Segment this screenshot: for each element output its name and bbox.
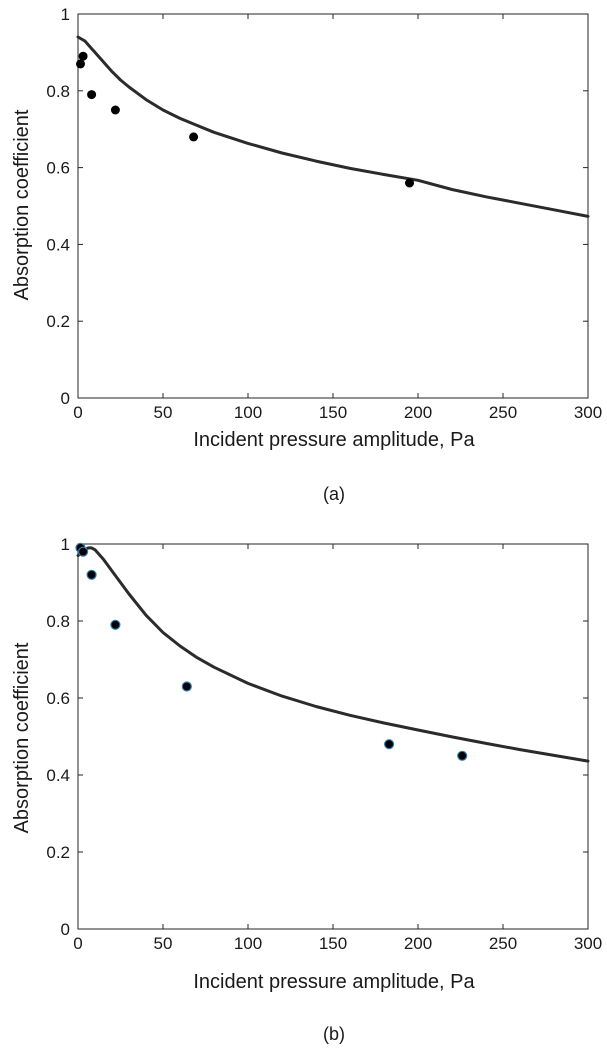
data-point-a-3 xyxy=(110,105,120,115)
x-tick-label-a-0: 0 xyxy=(73,403,82,422)
x-tick-label-b-5: 250 xyxy=(489,934,517,953)
x-axis-label-b: Incident pressure amplitude, Pa xyxy=(193,971,475,993)
x-tick-label-a-6: 300 xyxy=(574,403,602,422)
data-point-b-3 xyxy=(110,619,121,630)
caption-a: (a) xyxy=(323,484,345,504)
data-point-b-1 xyxy=(77,546,89,557)
x-tick-label-b-4: 200 xyxy=(404,934,432,953)
y-axis-label-b: Absorption coefficient xyxy=(11,642,33,833)
y-tick-label-b-1: 0.2 xyxy=(46,843,70,862)
plot-area-a: 0 50 100 150 200 250 300 0 0.2 0.4 0.6 0.8 1 xyxy=(46,5,602,422)
y-tick-label-b-2: 0.4 xyxy=(46,766,70,785)
plot-frame-a xyxy=(77,13,589,399)
caption-b: (b) xyxy=(323,1024,345,1044)
x-tick-label-b-3: 150 xyxy=(319,934,347,953)
data-point-b-2 xyxy=(86,569,97,580)
x-tick-label-b-6: 300 xyxy=(574,934,602,953)
x-tick-label-b-1: 50 xyxy=(154,934,173,953)
data-point-a-2 xyxy=(87,90,97,100)
x-tick-label-a-2: 100 xyxy=(234,403,262,422)
y-tick-label-a-4: 0.8 xyxy=(46,82,70,101)
y-tick-label-a-3: 0.6 xyxy=(46,159,70,178)
x-tick-label-a-4: 200 xyxy=(404,403,432,422)
x-tick-label-a-5: 250 xyxy=(489,403,517,422)
y-axis-label-a: Absorption coefficient xyxy=(11,109,33,300)
y-tick-label-b-0: 0 xyxy=(61,920,70,939)
plot-area-b: 0 50 100 150 200 250 300 0 0.2 0.4 0.6 0.8 1 xyxy=(46,535,602,953)
y-tick-label-a-2: 0.4 xyxy=(46,235,70,254)
data-point-b-4 xyxy=(181,681,192,692)
x-tick-label-b-2: 100 xyxy=(234,934,262,953)
y-tick-label-a-5: 1 xyxy=(61,5,70,24)
y-tick-label-b-4: 0.8 xyxy=(46,612,70,631)
x-tick-label-a-1: 50 xyxy=(154,403,173,422)
y-tick-label-b-5: 1 xyxy=(61,535,70,554)
x-tick-label-b-0: 0 xyxy=(73,934,82,953)
chart-panel-b: 0 50 100 150 200 250 300 0 0.2 0.4 0.6 0.8 1 Inciden… xyxy=(11,535,602,1044)
data-point-b-6 xyxy=(457,750,468,761)
data-point-a-4 xyxy=(189,132,199,142)
data-point-a-5 xyxy=(405,178,414,188)
plot-frame-b xyxy=(77,543,589,930)
model-curve-b xyxy=(76,546,590,763)
y-tick-label-a-0: 0 xyxy=(61,389,70,408)
data-point-a-0 xyxy=(76,59,85,69)
data-point-a-1 xyxy=(78,51,88,61)
y-tick-label-b-3: 0.6 xyxy=(46,689,70,708)
x-tick-label-a-3: 150 xyxy=(319,403,347,422)
data-point-b-5 xyxy=(384,739,395,750)
model-curve-a xyxy=(76,35,590,218)
x-axis-label-a: Incident pressure amplitude, Pa xyxy=(193,429,475,451)
chart-panel-a: 0 50 100 150 200 250 300 0 0.2 0.4 0.6 0.8 1 Inciden… xyxy=(11,5,602,504)
y-tick-label-a-1: 0.2 xyxy=(46,312,70,331)
